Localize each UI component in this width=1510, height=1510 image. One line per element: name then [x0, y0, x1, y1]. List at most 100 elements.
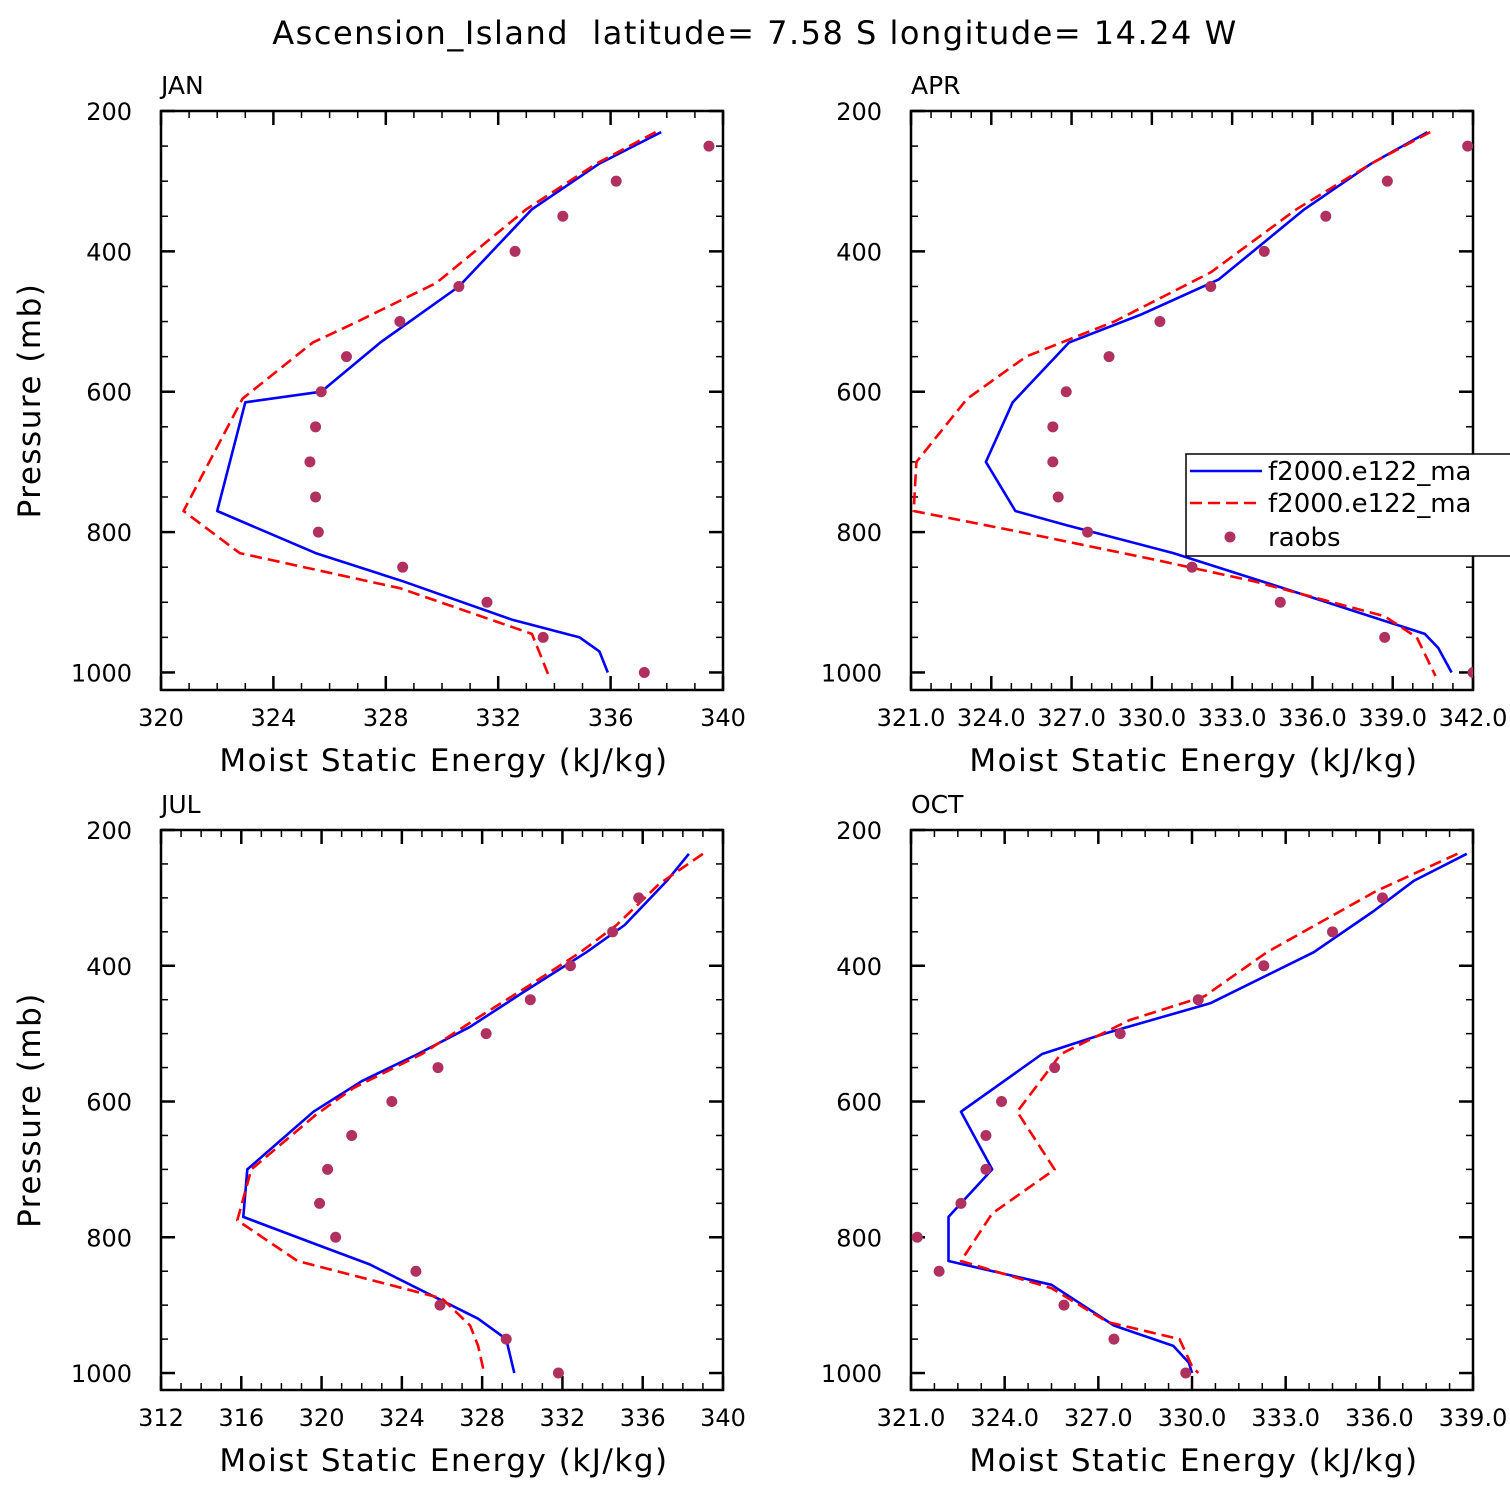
y-tick-label: 400: [836, 953, 882, 981]
panel-apr: APR 200 400 600 800 1000 321.0 324.0 327.0 330.0 3…: [821, 71, 1507, 779]
raobs-point: [1082, 526, 1094, 538]
raobs-point: [1114, 1028, 1126, 1040]
raobs-point: [1467, 666, 1473, 678]
raobs-point: [1103, 351, 1115, 363]
series-group: [911, 852, 1468, 1379]
y-tick-label: 600: [86, 1089, 132, 1117]
y-tick-label: 800: [836, 519, 882, 547]
y-tick-label: 200: [836, 817, 882, 845]
x-tick-label: 320: [138, 704, 184, 732]
panel-label: JUL: [159, 790, 201, 819]
raobs-point: [312, 526, 324, 538]
raobs-point: [480, 1028, 492, 1040]
y-tick-label: 600: [836, 1089, 882, 1117]
raobs-point: [453, 280, 465, 292]
series-line-solid: [215, 130, 662, 673]
raobs-point: [386, 1096, 398, 1108]
x-tick-label: 336: [588, 704, 634, 732]
raobs-point: [980, 1163, 992, 1175]
x-tick-label: 321.0: [877, 704, 946, 732]
raobs-point: [310, 491, 322, 503]
x-tick-label: 328: [459, 1404, 505, 1432]
y-axis-label: Pressure (mb): [12, 283, 48, 519]
raobs-point: [1274, 596, 1286, 608]
raobs-point: [1192, 994, 1204, 1006]
y-tick-label: 1000: [821, 659, 882, 687]
x-tick-label: 336.0: [1278, 704, 1347, 732]
raobs-point: [1047, 421, 1059, 433]
x-tick-label: 332: [540, 1404, 586, 1432]
y-tick-label: 800: [836, 1224, 882, 1252]
x-tick-label: 339.0: [1358, 704, 1427, 732]
raobs-point: [1060, 386, 1072, 398]
raobs-point: [397, 561, 409, 573]
figure-title: Ascension_Island latitude= 7.58 S longit…: [272, 14, 1237, 52]
x-tick-label: 336.0: [1345, 1404, 1414, 1432]
raobs-point: [524, 994, 536, 1006]
raobs-point: [1379, 631, 1391, 643]
y-tick-label: 1000: [71, 659, 132, 687]
raobs-point: [1154, 316, 1166, 328]
series-line-solid: [984, 130, 1453, 674]
raobs-point: [955, 1197, 967, 1209]
raobs-point: [1186, 561, 1198, 573]
raobs-point: [322, 1163, 334, 1175]
x-tick-label: 332: [475, 704, 521, 732]
raobs-point: [1462, 140, 1473, 152]
series-line-solid: [242, 852, 690, 1374]
y-tick-label: 400: [836, 238, 882, 266]
y-tick-label: 1000: [821, 1360, 882, 1388]
series-line-solid: [947, 852, 1468, 1374]
x-tick-label: 328: [363, 704, 409, 732]
series-line-dashed: [959, 852, 1458, 1374]
raobs-point: [1049, 1062, 1061, 1074]
x-tick-label: 327.0: [1037, 704, 1106, 732]
raobs-point: [340, 351, 352, 363]
x-tick-label: 320: [299, 1404, 345, 1432]
x-tick-label: 324.0: [970, 1404, 1039, 1432]
x-axis-label: Moist Static Energy (kJ/kg): [219, 743, 668, 779]
raobs-point: [610, 175, 622, 187]
x-tick-label: 330.0: [1158, 1404, 1227, 1432]
raobs-point: [509, 245, 521, 257]
raobs-point: [911, 1231, 923, 1243]
raobs-point: [410, 1265, 422, 1277]
legend-entry: raobs: [1268, 523, 1341, 553]
y-tick-label: 1000: [71, 1360, 132, 1388]
raobs-point: [557, 210, 569, 222]
series-line-dashed: [236, 852, 704, 1374]
x-tick-label: 333.0: [1198, 704, 1267, 732]
raobs-point: [1327, 926, 1338, 938]
raobs-point: [1205, 280, 1217, 292]
raobs-point: [1258, 245, 1270, 257]
x-axis-label: Moist Static Energy (kJ/kg): [219, 1443, 668, 1479]
raobs-point: [394, 316, 406, 328]
series-group: [912, 130, 1473, 678]
raobs-point: [933, 1265, 945, 1277]
raobs-point: [346, 1129, 358, 1141]
raobs-point: [552, 1367, 564, 1379]
y-axis-label: Pressure (mb): [12, 992, 48, 1228]
panel-label: JAN: [159, 71, 204, 100]
series-group: [236, 852, 704, 1379]
x-tick-label: 324: [379, 1404, 425, 1432]
raobs-point: [1258, 960, 1270, 972]
x-axis-label: Moist Static Energy (kJ/kg): [969, 1443, 1418, 1479]
y-tick-label: 600: [86, 379, 132, 407]
raobs-point: [638, 666, 650, 678]
y-tick-label: 400: [86, 238, 132, 266]
raobs-point: [564, 960, 576, 972]
y-tick-label: 800: [86, 519, 132, 547]
plot-frame: [909, 828, 1475, 1392]
x-tick-label: 342.0: [1439, 704, 1508, 732]
series-group: [182, 130, 715, 678]
raobs-point: [304, 456, 316, 468]
x-tick-label: 321.0: [877, 1404, 946, 1432]
legend-entry: f2000.e122_ma: [1268, 457, 1471, 487]
raobs-point: [980, 1129, 992, 1141]
x-tick-label: 340: [700, 1404, 746, 1432]
y-tick-label: 600: [836, 379, 882, 407]
